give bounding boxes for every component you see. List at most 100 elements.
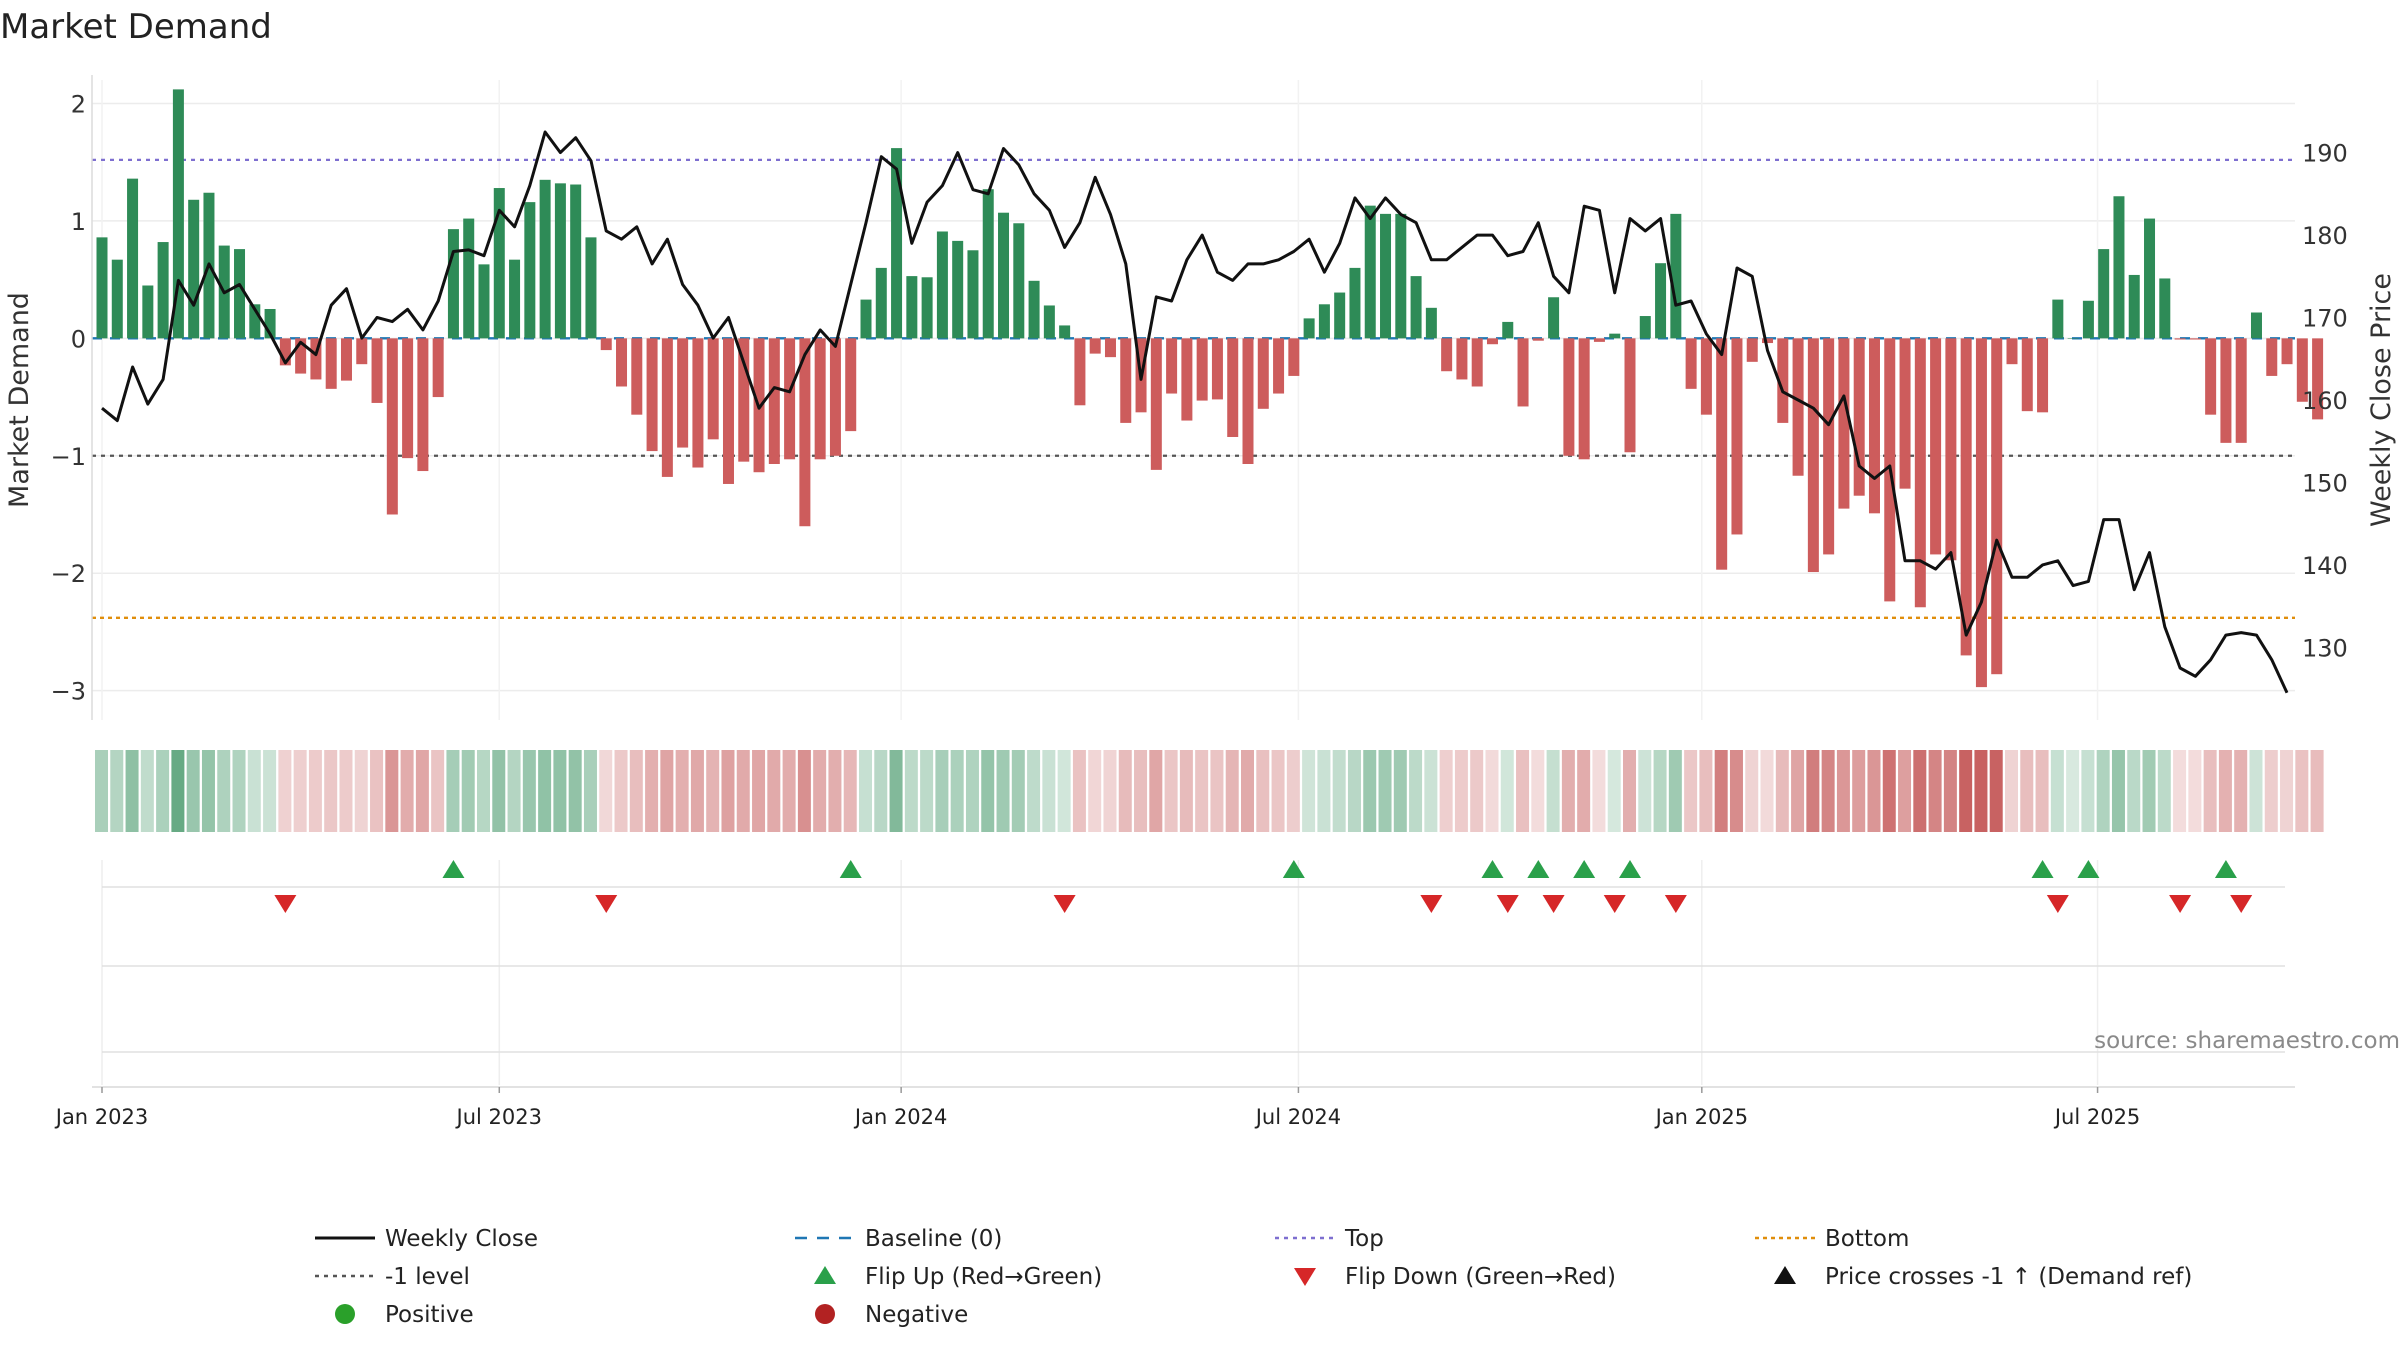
legend-entry: Weekly Close <box>315 1226 538 1252</box>
demand-bar-positive <box>1548 297 1560 339</box>
demand-bar-positive <box>1502 321 1514 339</box>
demand-bars <box>96 89 2324 688</box>
y-tick-label-left: −1 <box>51 443 86 471</box>
demand-bar-positive <box>1670 213 1682 339</box>
flip-down-marker <box>1664 895 1687 913</box>
demand-bar-negative <box>631 338 643 415</box>
heat-cell <box>2295 750 2309 832</box>
heat-cell <box>324 750 338 832</box>
x-tick-label: Jan 2024 <box>853 1105 948 1129</box>
heat-cell <box>339 750 353 832</box>
demand-bar-positive <box>111 259 123 339</box>
demand-bar-positive <box>2159 278 2171 339</box>
heat-cell <box>1729 750 1743 832</box>
demand-bar-positive <box>1318 304 1330 339</box>
demand-bar-negative <box>661 338 673 477</box>
legend: Weekly Close Baseline (0) Top Bottom -1 leve… <box>315 1226 2192 1328</box>
heat-cell <box>736 750 750 832</box>
demand-bar-positive <box>172 89 184 339</box>
heat-cell <box>950 750 964 832</box>
heat-cell <box>828 750 842 832</box>
y-axis-title-right: Weekly Close Price <box>2366 273 2397 527</box>
demand-bar-positive <box>2250 312 2262 339</box>
heat-cell <box>385 750 399 832</box>
demand-bar-positive <box>570 184 582 339</box>
heat-cell <box>400 750 414 832</box>
heat-cell <box>278 750 292 832</box>
demand-bar-negative <box>2281 338 2293 365</box>
demand-bar-negative <box>371 338 383 403</box>
legend-entry: Negative <box>815 1302 968 1328</box>
flip-up-marker <box>1527 860 1550 878</box>
demand-bar-negative <box>1563 338 1575 456</box>
demand-bar-negative <box>2235 338 2247 443</box>
heat-cell <box>1561 750 1575 832</box>
demand-bar-positive <box>1013 223 1025 339</box>
heat-cell <box>2096 750 2110 832</box>
demand-bar-negative <box>829 338 841 456</box>
demand-bar-negative <box>1257 338 1269 409</box>
legend-swatch-negative <box>815 1304 835 1324</box>
demand-bar-positive <box>875 267 887 339</box>
axes: 2 1 0 −1 −2 −3 190 180 170 160 150 140 130 Market Dem… <box>4 75 2397 720</box>
legend-entry: Top <box>1275 1226 1384 1252</box>
flip-down-marker <box>1496 895 1519 913</box>
flip-up-marker <box>839 860 862 878</box>
legend-label: Weekly Close <box>385 1226 538 1252</box>
heat-cell <box>660 750 674 832</box>
flip-up-marker <box>2031 860 2054 878</box>
demand-bar-positive <box>1655 263 1667 339</box>
demand-bar-negative <box>2037 338 2049 413</box>
heat-cell <box>721 750 735 832</box>
heat-cell <box>1088 750 1102 832</box>
demand-bar-negative <box>1273 338 1285 394</box>
heat-cell <box>2188 750 2202 832</box>
heat-cell <box>981 750 995 832</box>
heat-cell <box>1347 750 1361 832</box>
heat-cell <box>1959 750 1973 832</box>
demand-bar-positive <box>157 242 169 339</box>
legend-label: Flip Down (Green→Red) <box>1345 1264 1616 1290</box>
demand-bar-negative <box>1716 338 1728 570</box>
heat-cell <box>171 750 185 832</box>
x-axis: Jan 2023 Jul 2023 Jan 2024 Jul 2024 Jan 2025… <box>54 1087 2140 1129</box>
demand-bar-negative <box>402 338 414 459</box>
y-tick-label-right: 190 <box>2302 140 2348 168</box>
heat-cell <box>629 750 643 832</box>
heat-cell <box>492 750 506 832</box>
heat-cell <box>446 750 460 832</box>
heat-cell <box>920 750 934 832</box>
heat-cell <box>1852 750 1866 832</box>
heat-cell <box>247 750 261 832</box>
flip-up-marker <box>2077 860 2100 878</box>
demand-bar-positive <box>1303 318 1315 339</box>
legend-entry: Positive <box>335 1302 474 1328</box>
heat-cell <box>782 750 796 832</box>
demand-bar-negative <box>1227 338 1239 437</box>
heat-cell <box>996 750 1010 832</box>
flip-up-marker <box>1619 860 1641 878</box>
legend-label: Positive <box>385 1302 474 1328</box>
heat-cell <box>1607 750 1621 832</box>
flip-up-marker <box>442 860 465 878</box>
legend-swatch-flip-up <box>814 1266 836 1284</box>
demand-bar-negative <box>1089 338 1101 354</box>
demand-bar-positive <box>1334 292 1346 339</box>
demand-bar-negative <box>1471 338 1483 387</box>
demand-bar-negative <box>1930 338 1942 555</box>
demand-bar-negative <box>1945 338 1957 561</box>
demand-bar-positive <box>127 178 139 339</box>
heat-cell <box>2249 750 2263 832</box>
heat-cell <box>1011 750 1025 832</box>
heat-cell <box>1134 750 1148 832</box>
heat-cell <box>2203 750 2217 832</box>
heat-cell <box>706 750 720 832</box>
demand-bar-positive <box>447 229 459 339</box>
heat-cell <box>1638 750 1652 832</box>
heat-cell <box>232 750 246 832</box>
heat-cell <box>110 750 124 832</box>
y-tick-label-right: 160 <box>2302 387 2348 415</box>
demand-bar-negative <box>1838 338 1850 509</box>
demand-bar-negative <box>1991 338 2003 675</box>
demand-bar-positive <box>998 212 1010 339</box>
